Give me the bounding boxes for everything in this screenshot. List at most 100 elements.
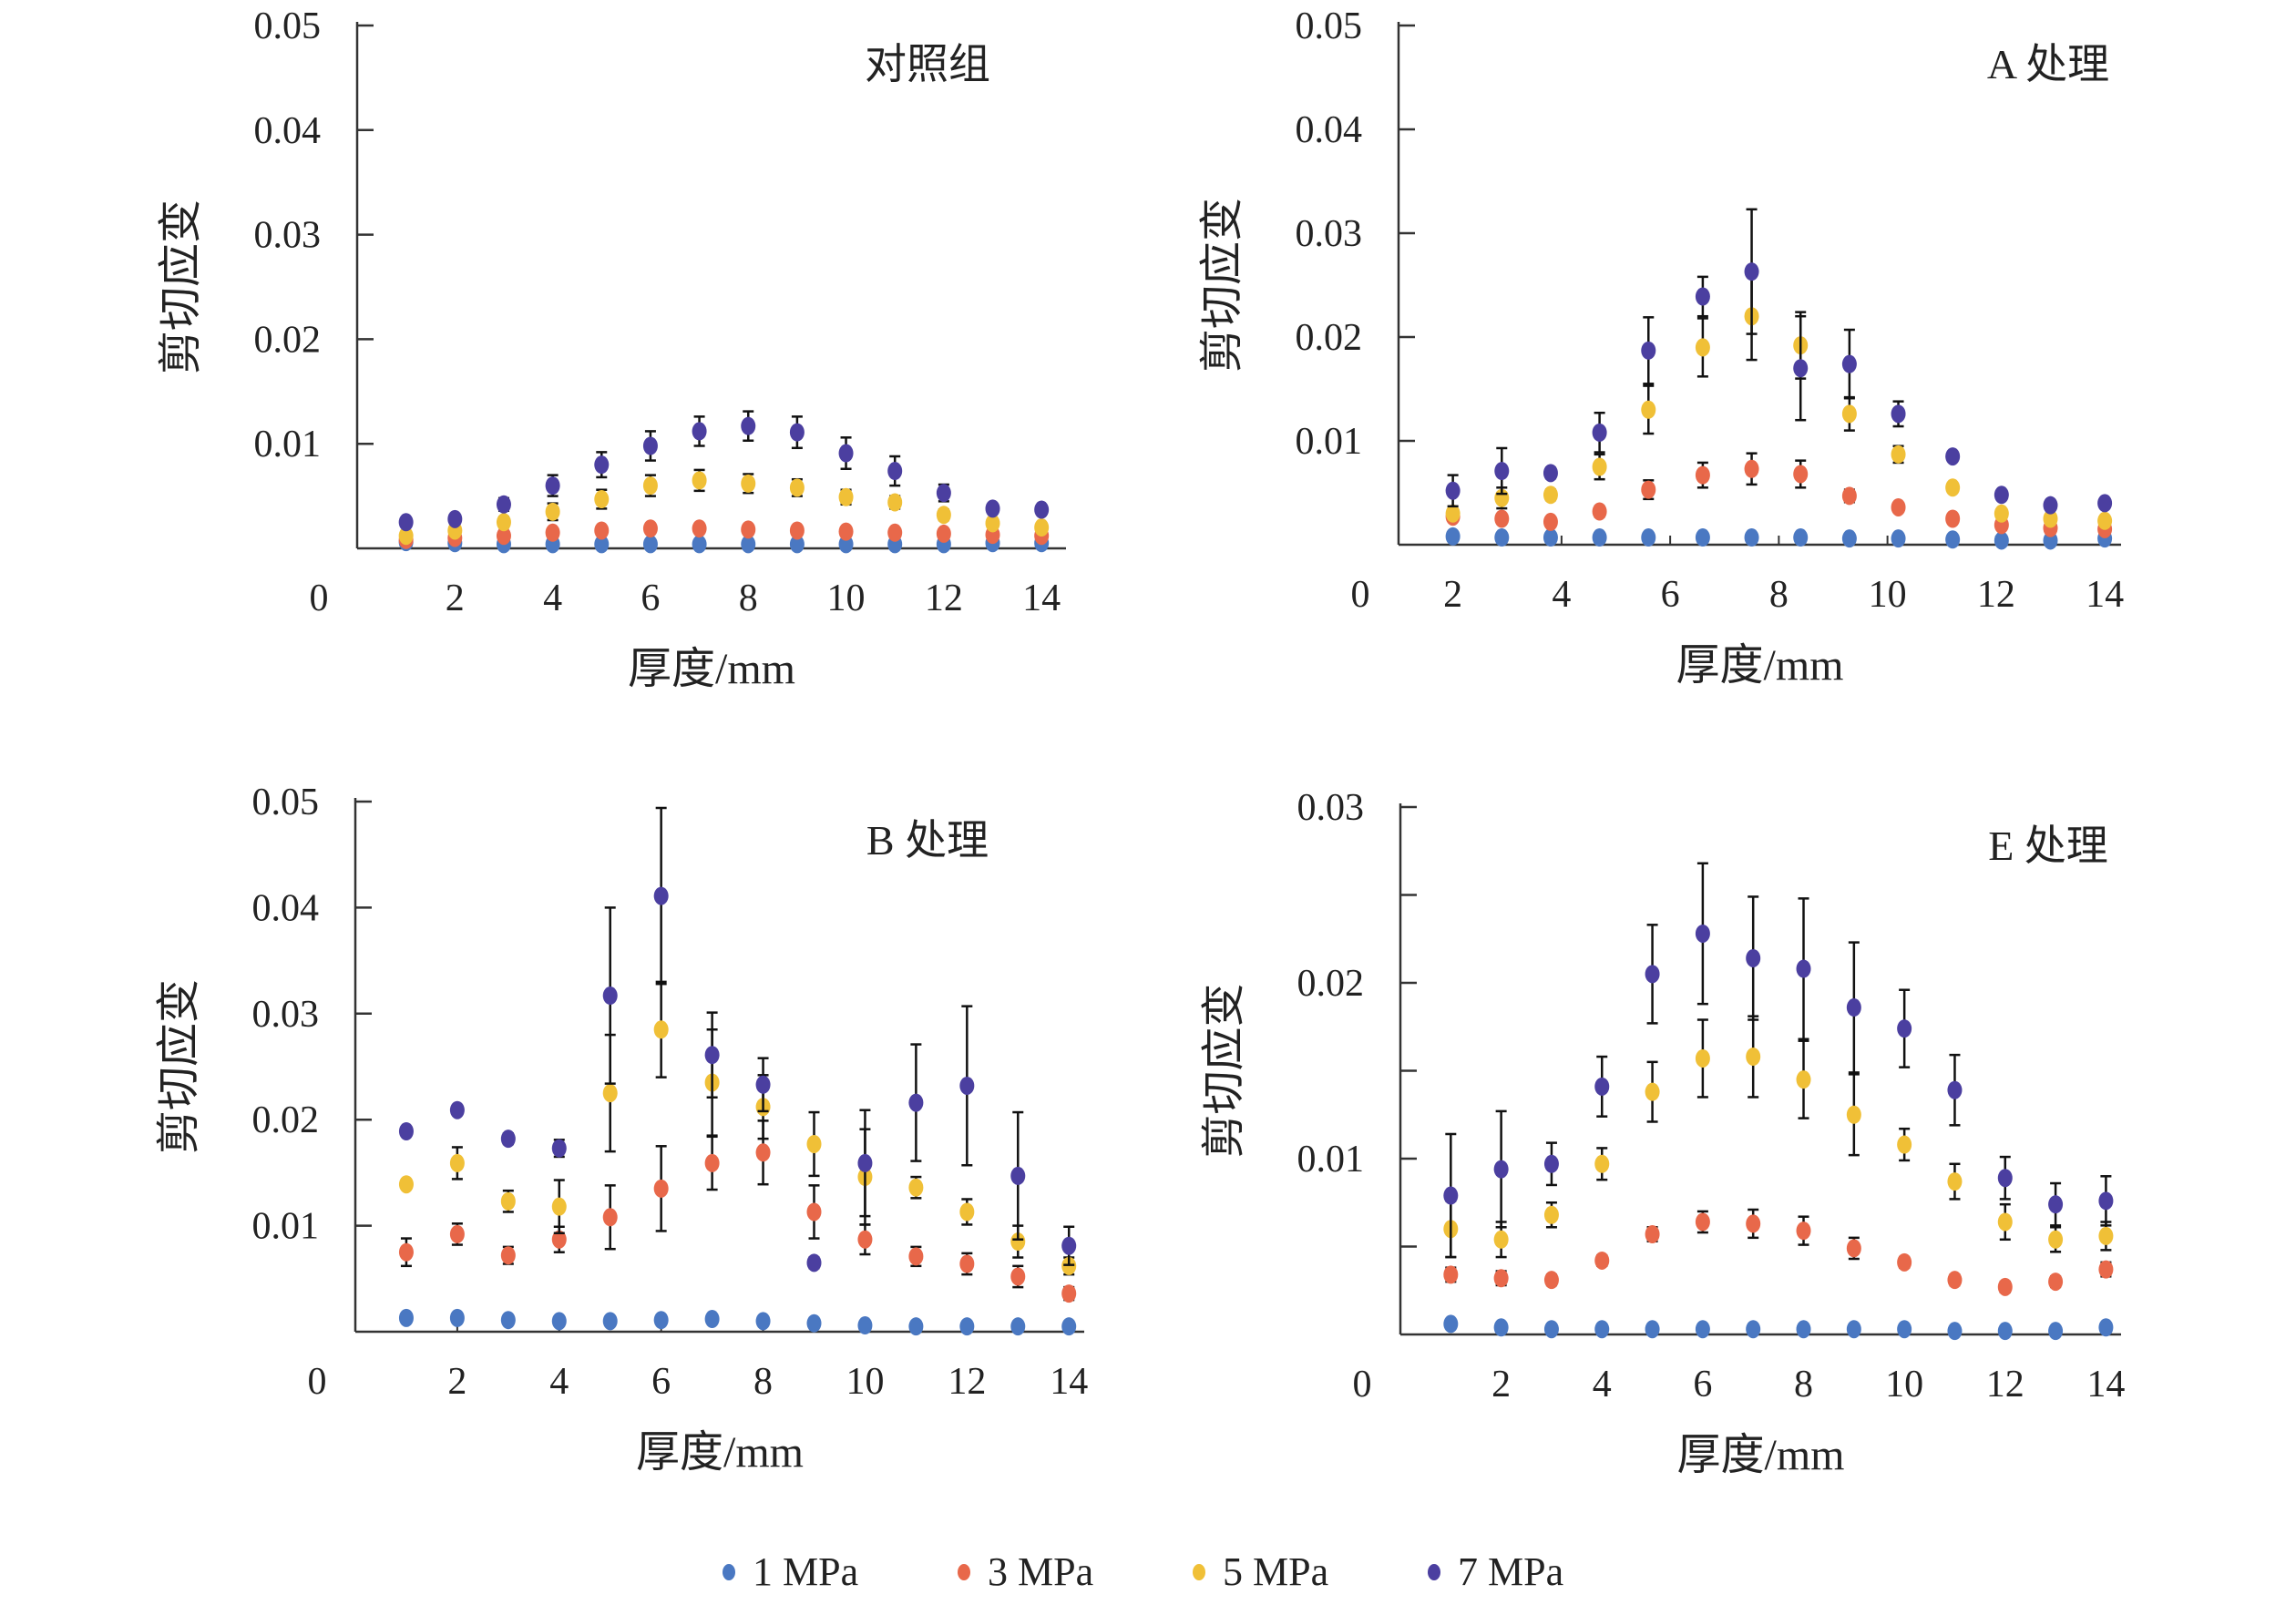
data-point bbox=[1443, 1265, 1459, 1284]
data-point bbox=[704, 1046, 720, 1065]
data-point bbox=[1034, 500, 1050, 519]
data-point bbox=[642, 519, 658, 538]
x-tick-label: 8 bbox=[739, 578, 758, 619]
data-point bbox=[2048, 1322, 2064, 1341]
data-point bbox=[908, 1093, 924, 1112]
legend-label: 7 MPa bbox=[1458, 1549, 1563, 1594]
y-tick-label: 0.03 bbox=[252, 994, 320, 1036]
data-point bbox=[1592, 423, 1607, 442]
data-point bbox=[1846, 1239, 1861, 1258]
data-point bbox=[1543, 512, 1558, 531]
panel-title: B 处理 bbox=[866, 817, 989, 864]
data-point bbox=[857, 1153, 873, 1172]
data-point bbox=[1695, 924, 1710, 943]
data-point bbox=[2043, 496, 2058, 515]
series-1-mpa bbox=[398, 533, 1050, 554]
data-point bbox=[500, 1311, 516, 1330]
data-point bbox=[1493, 1269, 1509, 1288]
data-point bbox=[594, 455, 610, 475]
data-point bbox=[500, 1129, 516, 1149]
series-3-mpa bbox=[398, 519, 1050, 549]
data-point bbox=[1841, 486, 1857, 506]
data-point bbox=[806, 1253, 822, 1273]
data-point bbox=[1947, 1172, 1963, 1191]
data-point bbox=[704, 1310, 720, 1329]
data-point bbox=[1891, 445, 1906, 464]
data-point bbox=[602, 986, 618, 1006]
origin-label: 0 bbox=[310, 578, 329, 619]
y-tick-label: 0.05 bbox=[1296, 5, 1363, 47]
data-point bbox=[1746, 1320, 1761, 1339]
data-point bbox=[936, 524, 951, 543]
data-point bbox=[1841, 529, 1857, 548]
data-point bbox=[1034, 518, 1050, 537]
y-axis-title: 剪切应变 bbox=[1198, 198, 1246, 373]
data-point bbox=[1010, 1267, 1026, 1286]
series-3-mpa bbox=[1445, 452, 2113, 538]
data-point bbox=[1443, 1186, 1459, 1205]
data-point bbox=[653, 1020, 669, 1039]
data-point bbox=[1947, 1322, 1963, 1341]
data-point bbox=[806, 1134, 822, 1153]
panel-title: E 处理 bbox=[1988, 823, 2108, 869]
data-point bbox=[1695, 1212, 1710, 1232]
data-point bbox=[1846, 1105, 1861, 1124]
data-point bbox=[838, 444, 854, 463]
x-tick-label: 6 bbox=[1693, 1364, 1712, 1405]
data-point bbox=[1445, 526, 1461, 546]
data-point bbox=[1645, 1224, 1660, 1243]
data-point bbox=[1695, 1048, 1710, 1068]
legend-marker bbox=[723, 1564, 735, 1580]
data-point bbox=[1793, 465, 1809, 484]
data-point bbox=[1592, 528, 1607, 547]
series-5-mpa bbox=[1443, 1015, 2114, 1259]
data-point bbox=[908, 1247, 924, 1266]
data-point bbox=[1493, 1160, 1509, 1179]
data-point bbox=[398, 1242, 414, 1262]
data-point bbox=[741, 520, 756, 539]
panel-e-treatment: 0.01 0.02 0.03 0 2 4 6 8 10 12 14 厚度/mm 剪切应变 E 处理 bbox=[1200, 787, 2125, 1479]
data-point bbox=[985, 514, 1000, 533]
data-point bbox=[1945, 509, 1961, 528]
y-axis-title: 剪切应变 bbox=[155, 979, 203, 1154]
data-point bbox=[2097, 494, 2113, 513]
y-tick-label: 0.05 bbox=[254, 5, 322, 47]
data-point bbox=[2097, 511, 2113, 530]
data-point bbox=[692, 519, 707, 538]
series-3-mpa bbox=[1443, 1208, 2114, 1296]
data-point bbox=[1997, 1212, 2013, 1232]
data-point bbox=[545, 476, 560, 496]
x-tick-label: 4 bbox=[1593, 1364, 1612, 1405]
y-tick-label: 0.02 bbox=[252, 1099, 320, 1141]
data-point bbox=[1594, 1320, 1610, 1339]
data-point bbox=[642, 476, 658, 496]
x-axis-title: 厚度/mm bbox=[636, 1428, 804, 1477]
data-point bbox=[1746, 1214, 1761, 1233]
data-point bbox=[1796, 1221, 1811, 1241]
data-point bbox=[594, 521, 610, 540]
data-point bbox=[1744, 262, 1759, 281]
origin-label: 0 bbox=[308, 1361, 327, 1403]
data-point bbox=[449, 1153, 465, 1172]
data-point bbox=[1594, 1154, 1610, 1173]
x-axis-title: 厚度/mm bbox=[1676, 1431, 1844, 1479]
data-point bbox=[2048, 1273, 2064, 1292]
data-point bbox=[959, 1317, 975, 1336]
legend-item: 5 MPa bbox=[1193, 1549, 1328, 1594]
x-tick-label: 12 bbox=[925, 578, 963, 619]
x-tick-label: 10 bbox=[1885, 1364, 1923, 1405]
legend-marker bbox=[958, 1564, 970, 1580]
data-point bbox=[398, 513, 414, 532]
data-point bbox=[653, 1179, 669, 1198]
data-point bbox=[1891, 529, 1906, 548]
data-point bbox=[545, 523, 560, 542]
data-point bbox=[1061, 1317, 1077, 1336]
data-point bbox=[594, 535, 610, 554]
origin-label: 0 bbox=[1353, 1364, 1372, 1405]
data-point bbox=[496, 513, 511, 532]
data-point bbox=[500, 1191, 516, 1211]
data-point bbox=[1994, 504, 2009, 523]
x-tick-label: 14 bbox=[2086, 1364, 2125, 1405]
data-point bbox=[1594, 1077, 1610, 1096]
data-point bbox=[1494, 509, 1510, 528]
